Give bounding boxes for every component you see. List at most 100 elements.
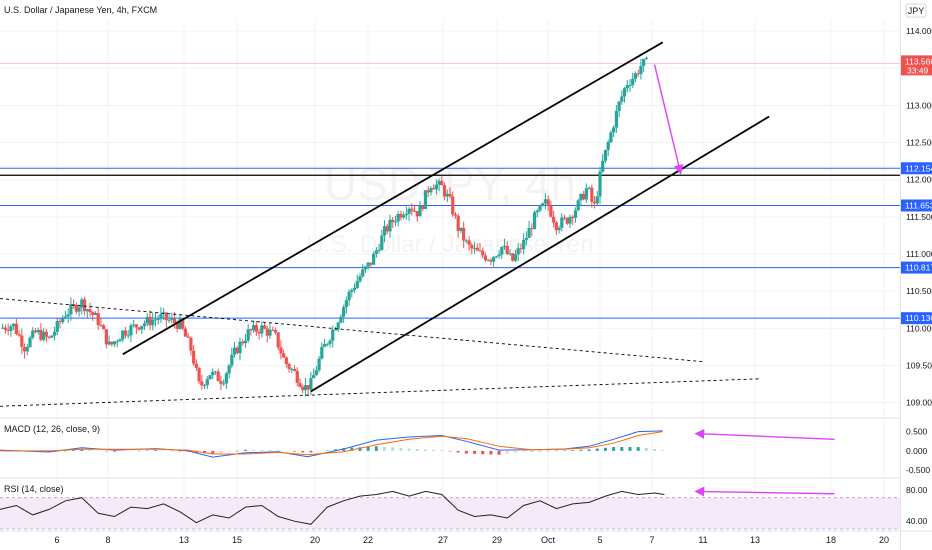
macd-histogram-bar: [407, 448, 411, 451]
candle-body: [592, 201, 597, 204]
macd-arrow: [694, 429, 835, 441]
macd-histogram-bar: [489, 450, 493, 455]
candle-body: [385, 226, 389, 232]
time-tick-label: 20: [310, 535, 320, 545]
macd-histogram-bar: [80, 449, 84, 451]
macd-histogram-bar: [522, 450, 526, 452]
level-tag-label: 112.154: [905, 163, 932, 173]
macd-histogram-bar: [554, 450, 558, 452]
candle-body: [358, 276, 362, 282]
candle-body: [568, 216, 572, 224]
candle-body: [224, 373, 228, 384]
macd-histogram-bar: [153, 450, 157, 451]
time-axis[interactable]: 6 8 13 15 20 22 27 29 Oct 5 7 11 13 18 20: [54, 535, 889, 545]
price-tags: 112.154 111.653 110.817 110.136 113.56633:49: [901, 55, 932, 325]
candle-body: [606, 142, 610, 150]
candle-body: [595, 196, 599, 204]
candle-body: [579, 193, 583, 201]
candle-body: [625, 85, 629, 89]
candle-body: [246, 329, 250, 341]
candle-body: [541, 203, 545, 206]
candle-body: [402, 215, 406, 218]
macd-histogram-bar: [513, 450, 517, 453]
candle-body: [9, 326, 13, 331]
candle-body: [584, 188, 588, 200]
candle-body: [205, 379, 209, 386]
macd-histogram-bar: [612, 447, 616, 451]
candle-body: [344, 300, 348, 308]
macd-histogram-bar: [399, 448, 403, 451]
candle-body: [112, 341, 117, 345]
macd-histogram-bar: [530, 450, 534, 452]
candle-body: [328, 340, 332, 344]
macd-histogram-bar: [72, 450, 76, 451]
candle-body: [423, 190, 428, 209]
macd-label: MACD (12, 26, close, 9): [4, 424, 100, 434]
candle-body: [252, 325, 256, 331]
macd-histogram-bar: [333, 449, 337, 451]
candle-body: [50, 335, 54, 338]
currency-badge[interactable]: [905, 3, 927, 18]
candle-body: [445, 193, 449, 197]
candle-body: [500, 246, 504, 255]
price-tick-label: 112.000: [906, 175, 932, 185]
price-tick-label: 111.500: [906, 212, 932, 222]
candle-body: [404, 213, 408, 216]
candle-body: [522, 239, 526, 250]
candle-body: [407, 208, 411, 214]
candle-body: [262, 325, 267, 329]
candle-body: [535, 210, 539, 213]
candle-body: [208, 375, 212, 380]
candle-body: [481, 250, 485, 256]
candle-body: [14, 323, 18, 335]
candle-body: [202, 385, 207, 387]
time-tick-label: 22: [363, 535, 373, 545]
horizontal-levels: [0, 62, 900, 319]
candle-body: [633, 73, 638, 79]
rsi-tick-label: 80.00: [906, 485, 928, 495]
candle-body: [442, 185, 447, 197]
annotation-arrows[interactable]: [653, 64, 835, 497]
time-tick-label: 20: [879, 535, 889, 545]
candle-body: [622, 88, 627, 97]
level-tag: [901, 312, 932, 325]
candle-body: [243, 340, 248, 344]
candle-body: [440, 180, 444, 186]
candle-body: [292, 368, 297, 371]
price-tick-label: 111.000: [906, 249, 932, 259]
candle-body: [325, 343, 329, 345]
candle-body: [232, 347, 237, 355]
candle-body: [153, 319, 158, 321]
candle-body: [644, 57, 648, 59]
candle-body: [142, 323, 147, 326]
candle-body: [470, 244, 474, 249]
macd-histogram-bar: [170, 450, 174, 452]
candle-body: [502, 245, 507, 247]
candle-body: [287, 364, 291, 369]
candle-body: [12, 323, 16, 327]
candle-body: [489, 259, 493, 262]
macd-histogram-bar: [628, 447, 632, 451]
candle-body: [524, 237, 528, 240]
candle-body: [453, 214, 458, 216]
candle-body: [197, 368, 201, 382]
candle-body: [562, 217, 567, 219]
candle-body: [432, 188, 436, 190]
macd-histogram-bar: [293, 450, 297, 452]
candle-body: [132, 324, 136, 326]
candle-body: [25, 347, 29, 352]
macd-histogram-bar: [137, 450, 141, 452]
current-price-tag: [901, 55, 932, 76]
price-axis[interactable]: 114.000113.500113.000112.500112.000111.5…: [906, 26, 932, 526]
candle-body: [189, 337, 193, 351]
level-tag: [901, 199, 932, 212]
candle-body: [483, 255, 488, 261]
candle-body: [546, 199, 550, 207]
trendlines[interactable]: [0, 41, 770, 407]
macd-histogram-bar: [538, 450, 542, 452]
macd-histogram-bar: [653, 449, 657, 451]
macd-histogram-bar: [546, 450, 550, 452]
time-tick-label: 29: [492, 535, 502, 545]
candle-body: [497, 254, 501, 257]
